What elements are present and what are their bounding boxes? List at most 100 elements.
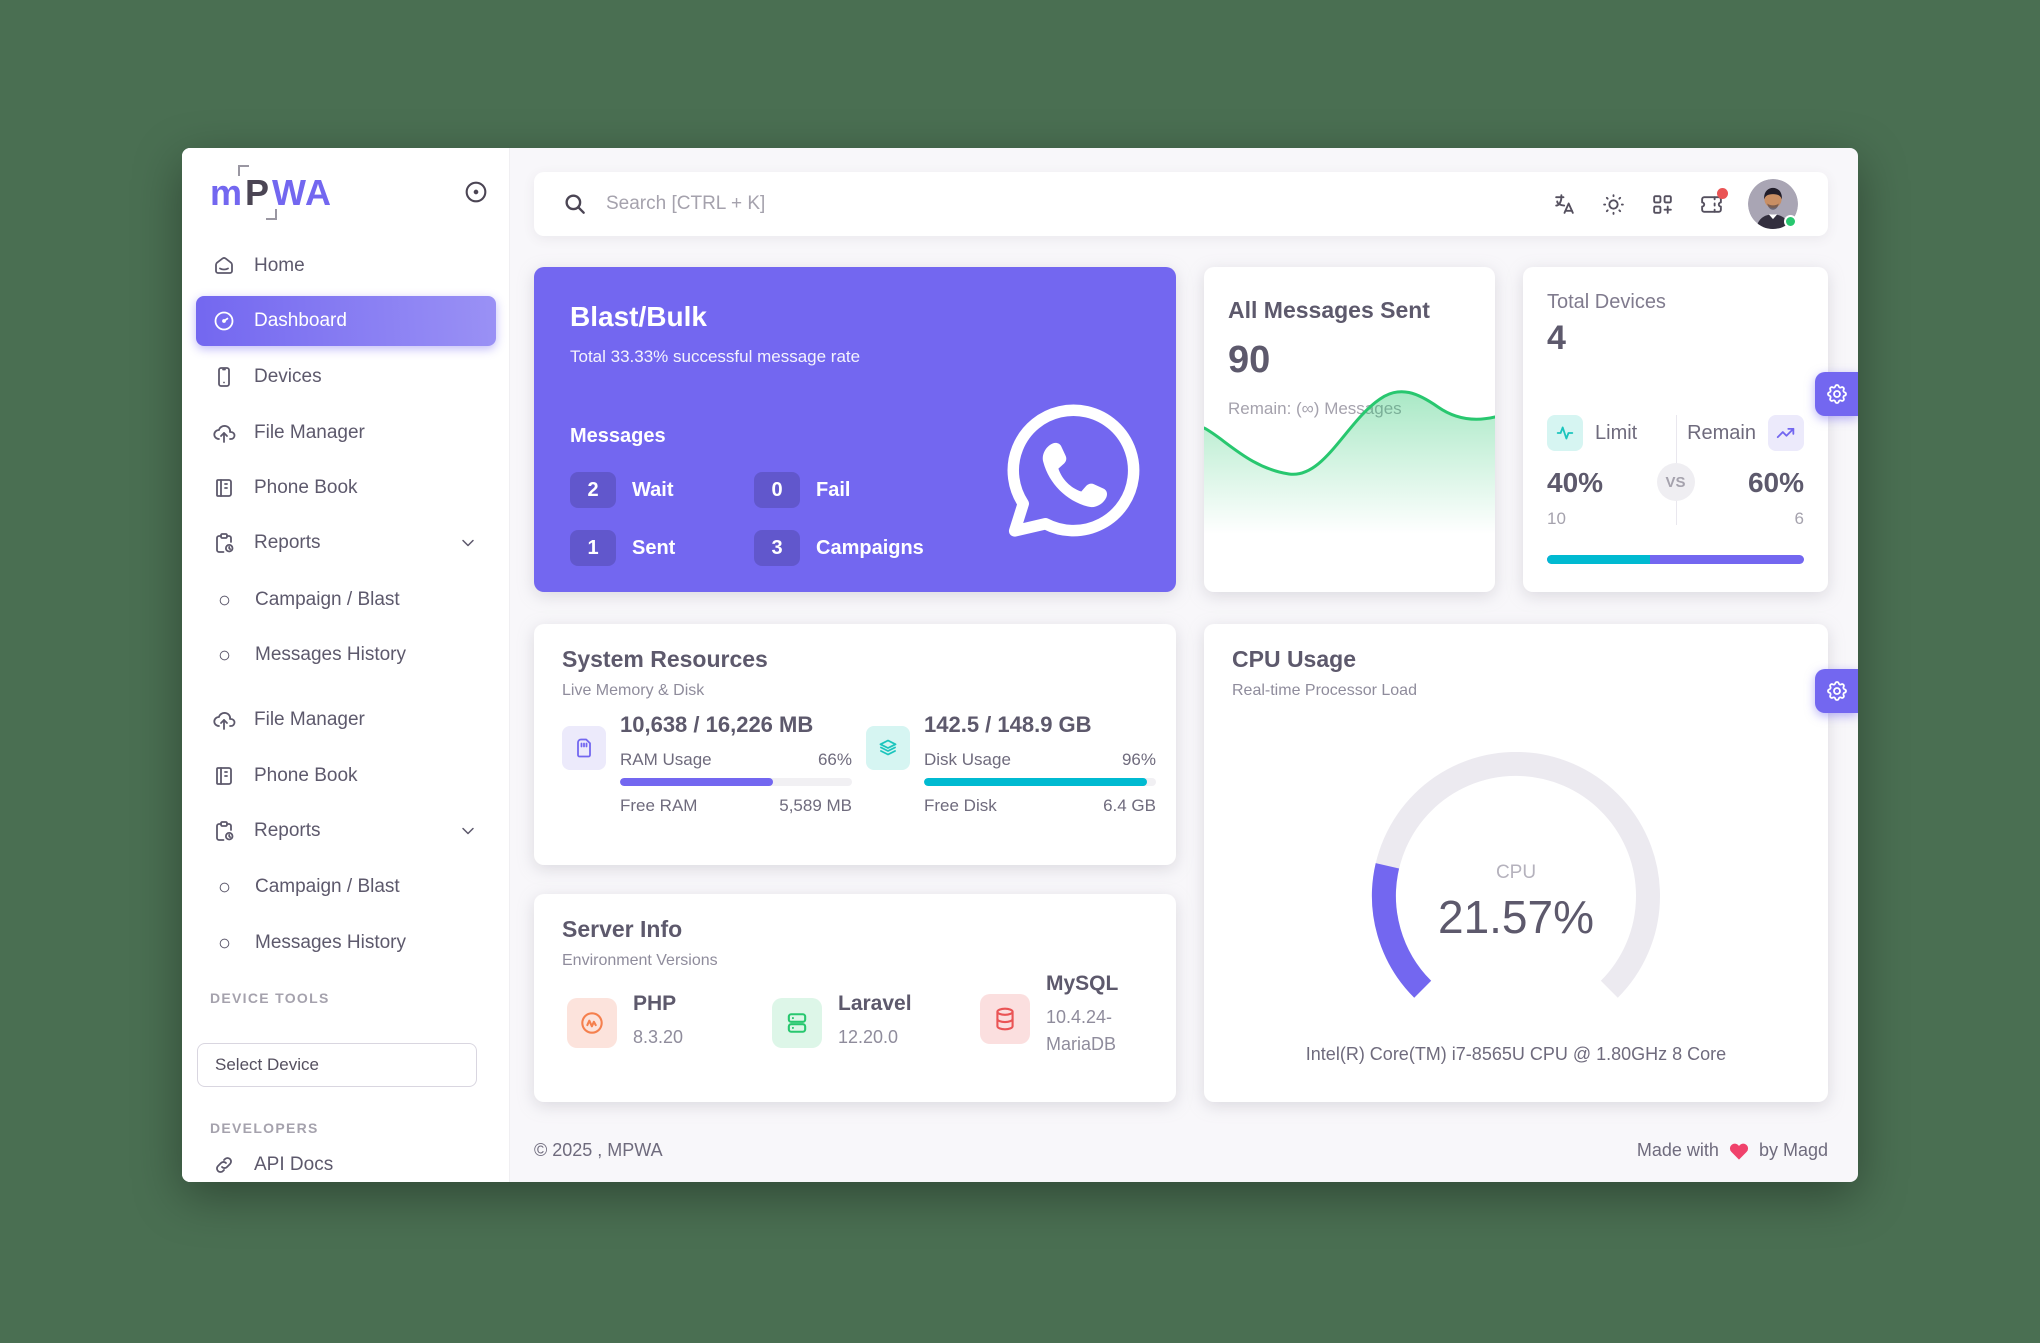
system-resources-subtitle: Live Memory & Disk bbox=[562, 682, 705, 699]
system-resources-title: System Resources bbox=[562, 646, 768, 672]
sidebar-item-phone-book[interactable]: Phone Book bbox=[196, 466, 496, 510]
php-version: 8.3.20 bbox=[633, 1027, 684, 1047]
sidebar-item-campaign-blast[interactable]: Campaign / Blast bbox=[196, 578, 496, 622]
sidebar-item-label: Messages History bbox=[255, 932, 406, 953]
blast-messages-label: Messages bbox=[570, 425, 666, 447]
server-info-card: Server Info Environment Versions PHP 8.3… bbox=[534, 894, 1176, 1102]
mysql-item: MySQL 10.4.24-MariaDB bbox=[980, 972, 1166, 1058]
devices-progress-fill bbox=[1547, 555, 1650, 564]
total-devices-title: Total Devices bbox=[1547, 291, 1666, 313]
notebook-icon bbox=[216, 479, 232, 497]
settings-gear-button-2[interactable] bbox=[1815, 669, 1858, 713]
search-input[interactable] bbox=[606, 193, 1552, 215]
language-icon[interactable] bbox=[1552, 192, 1577, 217]
disk-stack-icon bbox=[866, 726, 910, 770]
gear-icon bbox=[1826, 384, 1847, 404]
bullet-circle-icon bbox=[219, 882, 230, 892]
record-circle-icon bbox=[465, 181, 487, 203]
sidebar-item-reports-2[interactable]: Reports bbox=[196, 809, 496, 853]
disk-total: 142.5 / 148.9 GB bbox=[924, 712, 1092, 737]
sidebar-item-label: Phone Book bbox=[254, 765, 358, 786]
disk-usage-percent: 96% bbox=[1121, 750, 1156, 769]
total-devices-card: Total Devices 4 Limit Remain 40% 60% VS … bbox=[1523, 267, 1828, 592]
disk-progress-fill bbox=[924, 778, 1147, 786]
gear-icon bbox=[1826, 681, 1847, 701]
logo-part-wa: WA bbox=[272, 172, 333, 213]
sidebar-item-home[interactable]: Home bbox=[196, 244, 496, 288]
logo-part-p: P bbox=[245, 172, 271, 213]
cpu-gauge-chart bbox=[1371, 752, 1660, 998]
stat-sent-value: 1 bbox=[570, 530, 616, 566]
online-status-dot bbox=[1784, 215, 1797, 228]
ram-total: 10,638 / 16,226 MB bbox=[620, 712, 814, 737]
sidebar-item-label: File Manager bbox=[254, 709, 365, 730]
remain-percent: 60% bbox=[1747, 467, 1804, 498]
cloud-upload-icon bbox=[213, 712, 236, 730]
gauge-value: 21.57% bbox=[1437, 891, 1594, 943]
sidebar-item-label: Messages History bbox=[255, 644, 406, 665]
sidebar-item-messages-history-2[interactable]: Messages History bbox=[196, 921, 496, 965]
light-mode-sun-icon[interactable] bbox=[1601, 192, 1626, 217]
limit-label: Limit bbox=[1595, 421, 1638, 444]
notification-badge bbox=[1717, 187, 1728, 199]
php-name: PHP bbox=[633, 992, 677, 1015]
remain-trending-icon bbox=[1768, 415, 1804, 451]
mobile-device-icon bbox=[218, 367, 230, 387]
mysql-name: MySQL bbox=[1046, 972, 1119, 995]
chevron-down-icon bbox=[462, 827, 474, 835]
sidebar-item-api-docs[interactable]: API Docs bbox=[196, 1148, 496, 1182]
laravel-version: 12.20.0 bbox=[838, 1027, 899, 1047]
free-ram-value: 5,589 MB bbox=[779, 796, 852, 815]
sidebar-pin-toggle[interactable] bbox=[462, 178, 490, 206]
bullet-circle-icon bbox=[219, 595, 230, 605]
sidebar-item-file-manager[interactable]: File Manager bbox=[196, 411, 496, 455]
vs-badge: VS bbox=[1656, 463, 1695, 501]
credit-text: by Magd bbox=[1758, 1140, 1828, 1160]
chevron-down-icon bbox=[462, 539, 474, 547]
dashboard-gauge-icon bbox=[214, 311, 234, 331]
stat-wait-label: Wait bbox=[632, 478, 674, 501]
sidebar-item-label: Dashboard bbox=[254, 310, 347, 331]
heart-icon bbox=[1729, 1143, 1748, 1160]
settings-gear-button-1[interactable] bbox=[1815, 372, 1858, 416]
stat-campaigns-value: 3 bbox=[754, 530, 800, 566]
sidebar-item-phone-book-2[interactable]: Phone Book bbox=[196, 754, 496, 798]
report-icon bbox=[216, 533, 234, 553]
sidebar-item-messages-history[interactable]: Messages History bbox=[196, 633, 496, 677]
sidebar-item-reports[interactable]: Reports bbox=[196, 521, 496, 565]
shortcuts-grid-add-icon[interactable] bbox=[1650, 192, 1675, 217]
section-developers: DEVELOPERS bbox=[210, 1120, 319, 1136]
select-device-dropdown[interactable]: Select Device bbox=[197, 1043, 477, 1087]
brand-logo[interactable]: mPWA bbox=[210, 172, 332, 214]
ram-usage-label: RAM Usage bbox=[620, 750, 712, 769]
free-disk-label: Free Disk bbox=[924, 796, 997, 815]
sidebar-item-devices[interactable]: Devices bbox=[196, 355, 496, 399]
sidebar-item-label: Devices bbox=[254, 366, 322, 387]
sidebar-item-campaign-blast-2[interactable]: Campaign / Blast bbox=[196, 865, 496, 909]
footer-credit: Made with by Magd bbox=[1637, 1140, 1828, 1161]
topbar-actions bbox=[1552, 179, 1802, 229]
notifications-button[interactable] bbox=[1699, 187, 1728, 217]
ram-chip-icon bbox=[562, 726, 606, 770]
free-disk-value: 6.4 GB bbox=[1103, 796, 1156, 815]
php-icon bbox=[567, 998, 617, 1048]
user-avatar[interactable] bbox=[1748, 179, 1798, 229]
sidebar-item-dashboard[interactable]: Dashboard bbox=[196, 296, 496, 346]
limit-activity-icon bbox=[1547, 415, 1583, 451]
cpu-usage-card: CPU Usage Real-time Processor Load CPU 2… bbox=[1204, 624, 1828, 1102]
devices-progress-bar bbox=[1547, 555, 1804, 564]
sidebar-item-file-manager-2[interactable]: File Manager bbox=[196, 698, 496, 742]
all-messages-card: All Messages Sent 90 Remain: (∞) Message… bbox=[1204, 267, 1495, 592]
stat-fail-value: 0 bbox=[754, 472, 800, 508]
topbar bbox=[534, 172, 1828, 236]
app-window: mPWA Home Dashboard Devices File Manager… bbox=[182, 148, 1858, 1182]
whatsapp-icon bbox=[1007, 404, 1140, 537]
stat-sent-label: Sent bbox=[632, 536, 676, 559]
server-info-subtitle: Environment Versions bbox=[562, 952, 718, 969]
bullet-circle-icon bbox=[219, 650, 230, 660]
api-link-icon bbox=[216, 1157, 232, 1173]
sidebar-item-label: Reports bbox=[254, 820, 321, 841]
ticket-icon bbox=[1701, 195, 1722, 213]
stat-fail-label: Fail bbox=[816, 478, 851, 501]
mysql-version: 10.4.24-MariaDB bbox=[1046, 1007, 1117, 1054]
